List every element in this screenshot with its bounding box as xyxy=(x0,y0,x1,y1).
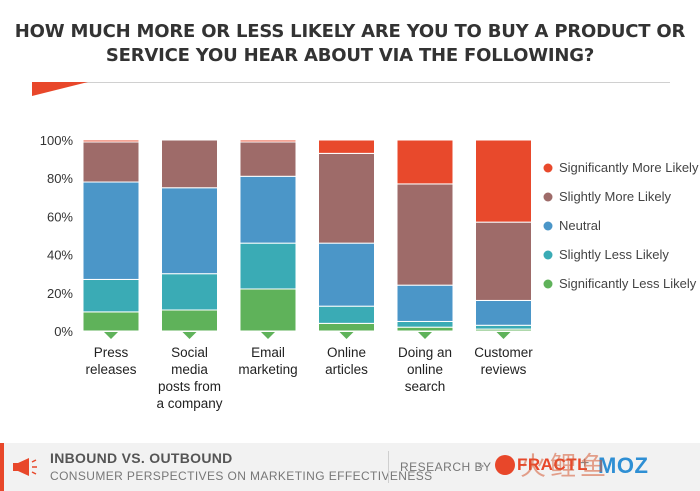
bar-pointer xyxy=(418,332,432,339)
bar-segment xyxy=(396,326,454,332)
x-tick-label: reviews xyxy=(481,362,527,377)
bar-segment xyxy=(161,187,218,275)
legend-label: Significantly Less Likely xyxy=(559,276,697,291)
bar-segment xyxy=(318,152,375,244)
x-tick-label: Social xyxy=(171,345,208,360)
bar-segment xyxy=(239,175,297,244)
fractl-logo-text[interactable]: FRACTL xyxy=(517,455,588,474)
bar-pointer xyxy=(104,332,118,339)
bar-segment xyxy=(475,324,532,330)
x-tick-label: Email xyxy=(251,345,285,360)
x-tick-label: online xyxy=(407,362,443,377)
moz-logo-text[interactable]: MOZ xyxy=(598,453,649,478)
x-tick-label: marketing xyxy=(238,362,297,377)
x-tick-label: articles xyxy=(325,362,368,377)
y-tick-label: 0% xyxy=(54,324,73,339)
bar-segment xyxy=(82,278,140,313)
legend-swatch xyxy=(543,192,553,202)
legend-swatch xyxy=(543,221,553,231)
x-tick-label: a company xyxy=(156,396,222,411)
x-tick-label: media xyxy=(171,362,208,377)
megaphone-icon xyxy=(13,458,37,476)
bar-segment xyxy=(161,139,218,189)
title-line-1: HOW MUCH MORE OR LESS LIKELY ARE YOU TO … xyxy=(14,21,686,42)
research-arrow: > xyxy=(477,459,485,473)
legend-label: Neutral xyxy=(559,218,601,233)
x-tick-label: Press xyxy=(94,345,129,360)
x-tick-label: Customer xyxy=(474,345,533,360)
fractl-logo-icon xyxy=(495,455,515,475)
bar-segment xyxy=(82,139,140,143)
bar-segment xyxy=(475,299,532,326)
bar-segment xyxy=(396,139,454,185)
bar-segment xyxy=(239,139,297,143)
legend-label: Slightly Less Likely xyxy=(559,247,669,262)
research-by-label: RESEARCH BY xyxy=(400,460,492,474)
legend-label: Slightly More Likely xyxy=(559,189,671,204)
title-line-2: SERVICE YOU HEAR ABOUT VIA THE FOLLOWING… xyxy=(105,45,595,66)
bar-segment xyxy=(239,288,297,332)
legend-label: Significantly More Likely xyxy=(559,160,699,175)
bar-segment xyxy=(396,320,454,328)
title-accent-flag xyxy=(32,82,88,96)
footer-separator xyxy=(388,451,389,483)
x-tick-label: posts from xyxy=(158,379,221,394)
footer-bar: INBOUND VS. OUTBOUND CONSUMER PERSPECTIV… xyxy=(0,443,700,491)
bar-segment xyxy=(82,311,140,332)
x-tick-label: releases xyxy=(85,362,136,377)
x-tick-label: Doing an xyxy=(398,345,452,360)
bar-segment xyxy=(161,273,218,311)
bar-pointer xyxy=(339,332,354,339)
bar-segment xyxy=(396,284,454,322)
bar-pointer xyxy=(261,332,275,339)
x-tick-label: search xyxy=(405,379,446,394)
bar-segment xyxy=(82,141,140,183)
bar-segment xyxy=(318,242,375,307)
bar-segment xyxy=(318,305,375,324)
bar-segment xyxy=(161,309,218,332)
legend-swatch xyxy=(543,163,553,173)
bar-pointer xyxy=(182,332,197,339)
y-tick-label: 40% xyxy=(47,248,73,263)
legend-swatch xyxy=(543,250,553,260)
bar-pointer xyxy=(496,332,511,339)
plus-sign: + xyxy=(580,455,590,472)
title-divider xyxy=(32,82,670,83)
watermark: 火鲤鱼 xyxy=(520,451,611,481)
footer-title: INBOUND VS. OUTBOUND xyxy=(50,450,233,466)
legend-swatch xyxy=(543,279,553,289)
bar-segment xyxy=(318,322,375,332)
chart-title: HOW MUCH MORE OR LESS LIKELY ARE YOU TO … xyxy=(0,20,700,68)
bar-segment xyxy=(318,139,375,154)
bar-segment xyxy=(396,183,454,286)
bar-segment xyxy=(239,141,297,177)
footer-subtitle: CONSUMER PERSPECTIVES ON MARKETING EFFEC… xyxy=(50,469,433,483)
bar-segment xyxy=(82,181,140,280)
bar-segment xyxy=(475,139,532,223)
y-tick-label: 80% xyxy=(47,171,73,186)
bar-segment xyxy=(475,221,532,301)
x-tick-label: Online xyxy=(327,345,366,360)
bar-segment xyxy=(239,242,297,290)
y-tick-label: 100% xyxy=(40,133,74,148)
y-tick-label: 60% xyxy=(47,209,73,224)
stacked-bar-chart: 0% 20% 40% 60% 80% 100% Press releases Social med… xyxy=(40,133,699,411)
footer-accent xyxy=(0,443,4,491)
y-tick-label: 20% xyxy=(47,286,73,301)
